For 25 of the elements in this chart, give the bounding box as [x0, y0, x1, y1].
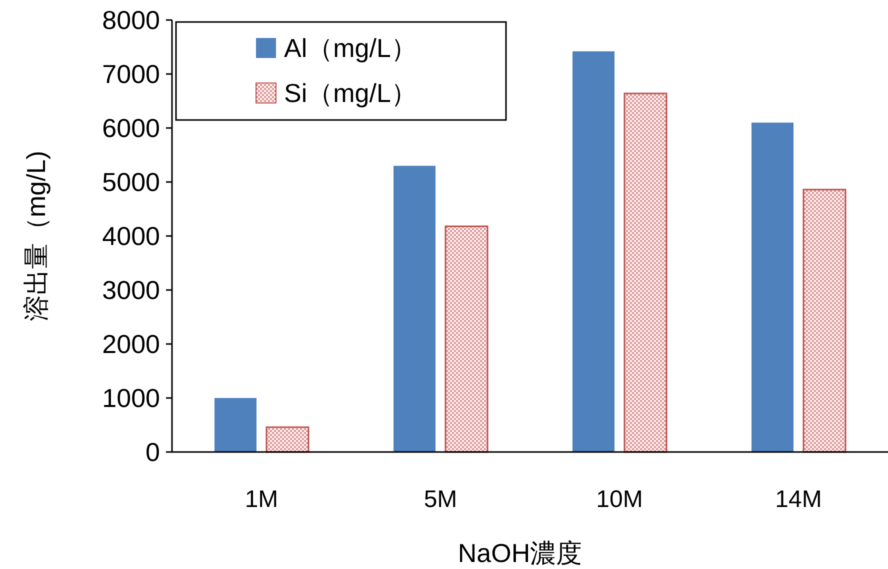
- x-tick-label: 14M: [775, 486, 822, 513]
- y-tick-label: 0: [146, 437, 160, 467]
- x-axis-title: NaOH濃度: [458, 538, 582, 568]
- legend-label: Si（mg/L）: [284, 78, 417, 108]
- bar: [214, 398, 256, 452]
- y-tick-label: 4000: [102, 221, 160, 251]
- y-tick-label: 5000: [102, 167, 160, 197]
- y-tick-label: 1000: [102, 383, 160, 413]
- bar: [802, 188, 846, 453]
- bar: [752, 122, 794, 452]
- y-tick-label: 2000: [102, 329, 160, 359]
- x-tick-label: 10M: [596, 486, 643, 513]
- y-tick-label: 7000: [102, 59, 160, 89]
- x-tick-label: 1M: [244, 486, 278, 513]
- bar: [266, 426, 310, 453]
- y-tick-label: 6000: [102, 113, 160, 143]
- y-tick-label: 8000: [102, 5, 160, 35]
- y-tick-label: 3000: [102, 275, 160, 305]
- bar: [624, 92, 668, 453]
- bar: [394, 166, 436, 452]
- bar: [444, 226, 488, 453]
- bar: [572, 51, 614, 452]
- y-axis-title: 溶出量（mg/L): [21, 150, 51, 322]
- x-tick-label: 5M: [424, 486, 458, 513]
- legend-label: Al（mg/L）: [284, 33, 417, 63]
